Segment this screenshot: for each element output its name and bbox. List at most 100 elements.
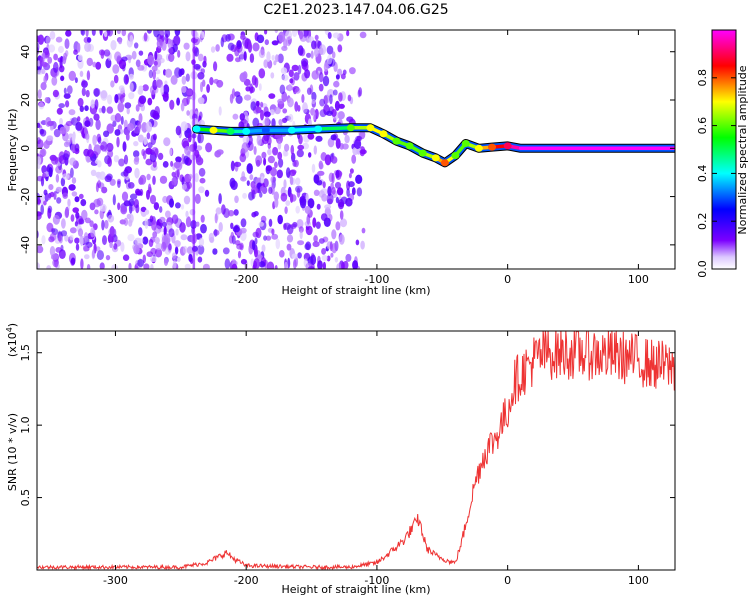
spectrogram-cell <box>301 94 305 103</box>
spectrogram-cell <box>307 198 315 209</box>
spectrogram-cell <box>172 43 178 53</box>
spectrogram-cell <box>80 258 84 269</box>
spectrogram-cell <box>169 148 173 156</box>
spectrogram-cell <box>169 99 175 110</box>
spectrogram-cell <box>288 83 292 92</box>
spectrogram-cell <box>330 182 334 190</box>
spectrogram-cell <box>150 256 157 263</box>
snr-x-axis-label: Height of straight line (km) <box>281 583 430 596</box>
spectrogram-cell <box>186 246 194 255</box>
spectrogram-cell <box>311 70 319 80</box>
spectrogram-cell <box>197 97 205 105</box>
spectrogram-cell <box>126 107 130 115</box>
spectrogram-cell <box>278 158 284 168</box>
spectrogram-cell <box>326 45 334 55</box>
spectrogram-cell <box>359 149 367 155</box>
spectrogram-cell <box>337 199 345 210</box>
colorbar-tick-label: 0.6 <box>696 117 709 135</box>
spectrogram-cell <box>283 179 287 189</box>
spectrogram-cell <box>37 35 41 43</box>
spectrogram-cell <box>314 47 319 58</box>
spectrogram-cell <box>345 197 353 207</box>
chart-title: C2E1.2023.147.04.06.G25 <box>263 2 448 18</box>
spectrogram-cell <box>142 84 149 92</box>
spectrogram-cell <box>110 80 115 88</box>
spectrogram-cell <box>327 32 332 39</box>
spectrogram-cell <box>53 128 61 138</box>
spectrogram-cell <box>180 102 185 112</box>
spectrogram-cell <box>62 56 67 65</box>
spectrogram-cell <box>246 163 253 174</box>
spectrogram-cell <box>55 186 63 193</box>
spectrogram-cell <box>186 95 190 105</box>
spectrogram-cell <box>301 58 309 67</box>
spectrogram-cell <box>40 82 47 91</box>
spectrogram-cell <box>135 104 140 112</box>
spectrogram-cell <box>69 234 74 241</box>
spectrogram-cell <box>40 204 44 215</box>
spectrogram-cell <box>185 210 189 218</box>
spectrogram-cell <box>317 260 323 269</box>
spectrogram-cell <box>358 87 363 97</box>
spectrogram-cell <box>107 94 113 105</box>
spectrogram-cell <box>65 100 70 108</box>
spectrogram-cell <box>43 140 50 149</box>
spectrogram-cell <box>320 213 328 222</box>
spectrogram-cell <box>71 177 77 184</box>
spectrogram-cell <box>231 235 236 245</box>
snr-y-multiplier: (x104) <box>5 323 19 357</box>
spectrogram-cell <box>292 30 298 37</box>
spectrogram-cell <box>231 88 236 99</box>
spectrogram-cell <box>318 83 324 92</box>
spectrogram-cell <box>185 73 190 82</box>
snr-frame <box>36 330 676 571</box>
spectrogram-cell <box>145 121 153 133</box>
spectrogram-cell <box>274 265 278 269</box>
spectrogram-cell <box>175 228 179 236</box>
spectrogram-cell <box>122 64 126 72</box>
spectrogram-cell <box>282 108 288 114</box>
ridge-point <box>503 142 512 150</box>
spectrogram-cell <box>260 109 264 121</box>
spectrogram-cell <box>116 136 120 148</box>
spectrogram-cell <box>83 232 89 242</box>
spectrogram-cell <box>197 72 205 80</box>
spectrogram-cell <box>305 193 309 203</box>
spectrogram-cell <box>60 244 64 251</box>
spectrogram-cell <box>83 127 88 135</box>
spectrogram-cell <box>183 155 189 165</box>
spectrogram-cell <box>184 263 191 269</box>
spectrogram-cell <box>163 137 171 147</box>
spectrogram-cell <box>62 192 68 199</box>
spectrogram-cell <box>129 82 134 92</box>
spectrogram-cell <box>56 197 62 204</box>
spectrogram-cell <box>319 98 325 107</box>
spectrogram-cell <box>255 155 263 166</box>
spectrogram-cell <box>177 50 181 58</box>
spectrogram-cell <box>93 87 101 97</box>
spectrogram-cell <box>198 167 206 177</box>
spectrogram-cell <box>175 202 181 209</box>
spectrogram-cell <box>118 38 123 45</box>
spectrogram-cell <box>317 170 325 176</box>
spectrogram-cell <box>195 156 204 166</box>
spectrogram-cell <box>337 111 345 120</box>
spectrogram-cell <box>76 215 83 225</box>
spectrogram-cell <box>79 70 84 77</box>
spectrogram-cell <box>360 240 365 250</box>
spectrogram-cell <box>351 187 356 196</box>
spectrogram-cell <box>171 214 179 224</box>
spectrogram-cell <box>117 102 125 113</box>
spectrogram-cell <box>189 257 194 265</box>
spectrogram-cell <box>181 176 185 186</box>
spectrogram-cell <box>90 227 95 238</box>
spectrogram-cell <box>56 107 63 115</box>
spectrogram-cell <box>53 53 58 61</box>
spectrogram-cell <box>48 236 55 243</box>
ridge-point <box>418 149 427 157</box>
spectrogram-cell <box>337 44 343 53</box>
spectrogram-cell <box>295 177 301 186</box>
spectrogram-cell <box>293 159 299 168</box>
spectrogram-cell <box>48 167 53 178</box>
spectrogram-cell <box>174 30 181 37</box>
